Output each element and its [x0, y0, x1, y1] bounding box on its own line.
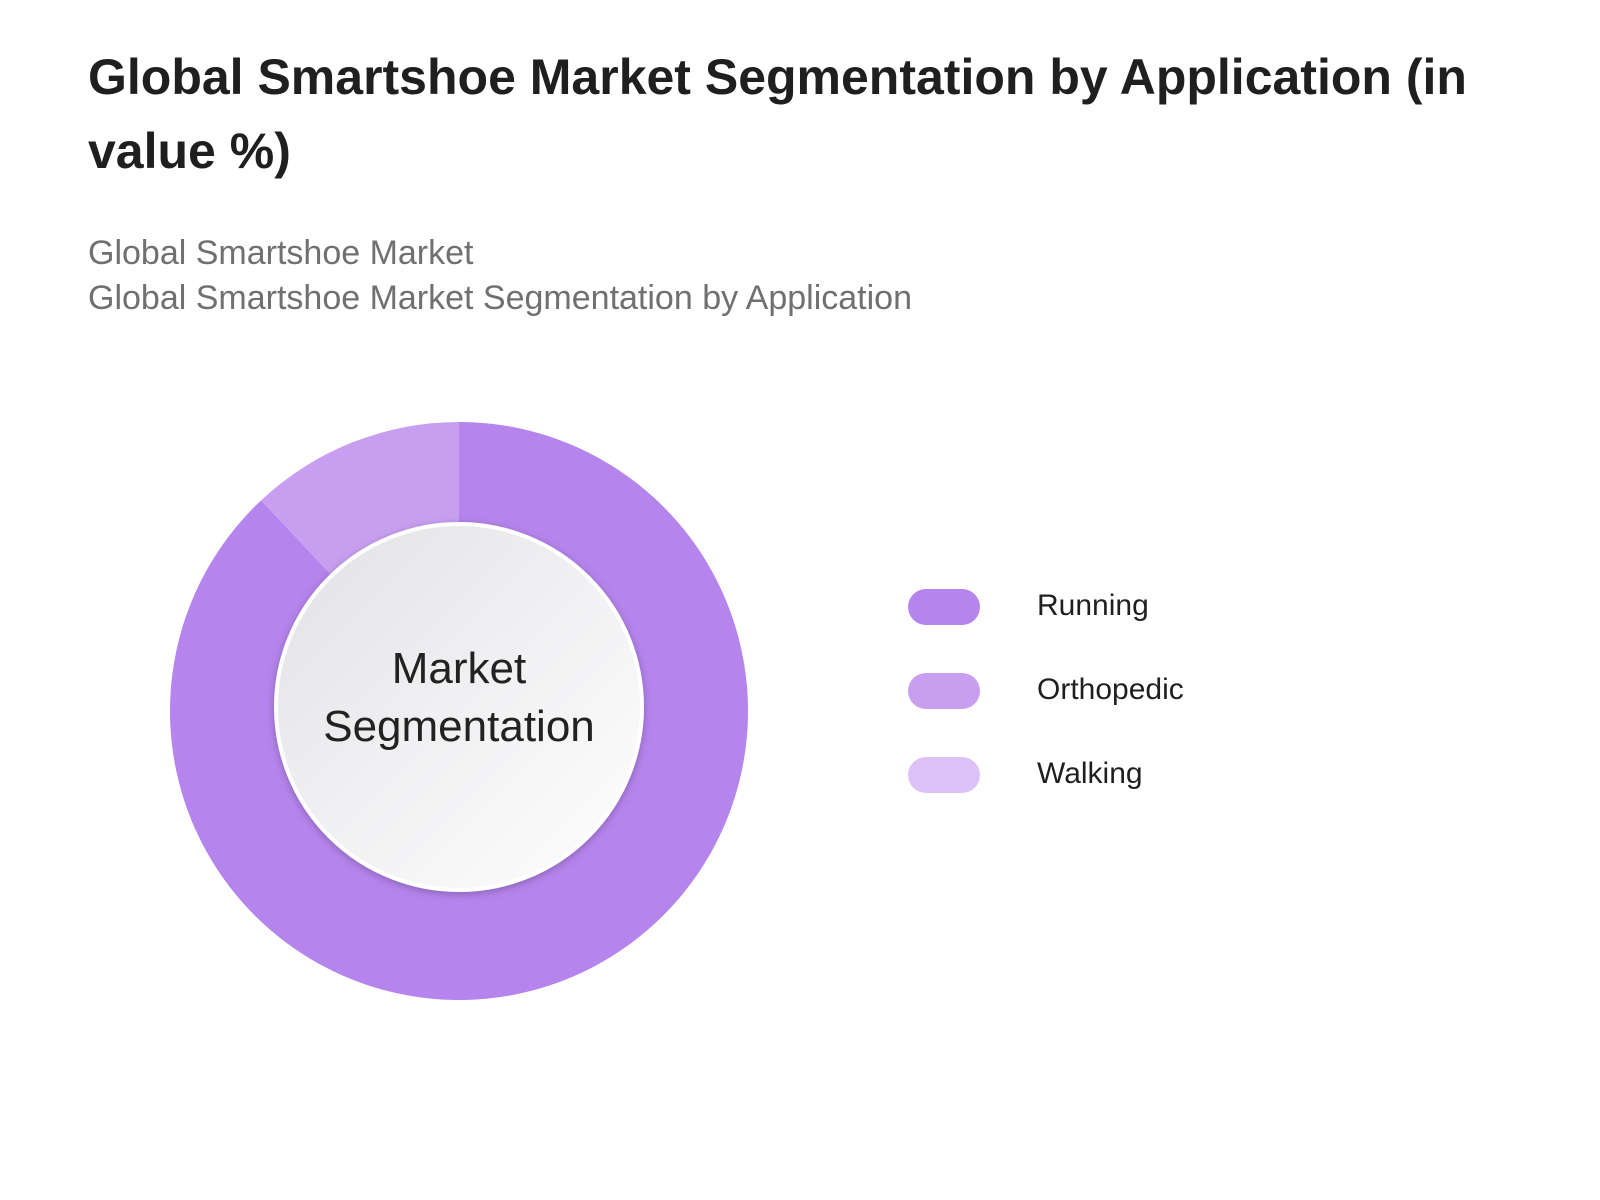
- legend-swatch: [908, 673, 980, 709]
- legend-swatch: [908, 589, 980, 625]
- legend-swatch: [908, 757, 980, 793]
- subtitle: Global Smartshoe Market Segmentation by …: [88, 279, 913, 317]
- center-label: Market Segmentation: [323, 644, 595, 751]
- subtitle: Global Smartshoe Market: [88, 234, 474, 272]
- chart-title: Global Smartshoe Market Segmentation by …: [88, 49, 1467, 179]
- legend-label: Walking: [1037, 757, 1143, 790]
- donut-center: [274, 522, 644, 892]
- legend-label: Running: [1037, 589, 1149, 622]
- legend-label: Orthopedic: [1037, 673, 1184, 706]
